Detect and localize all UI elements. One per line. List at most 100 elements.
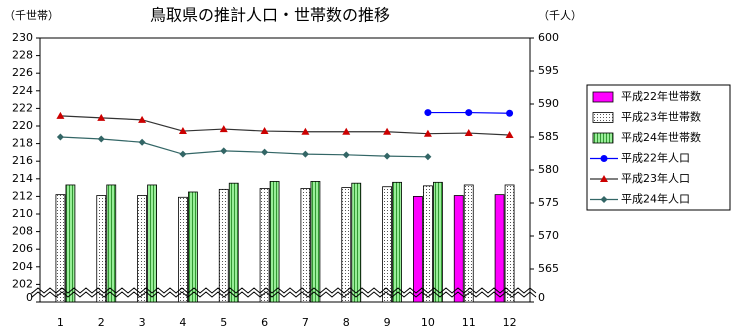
y2-tick-label: 600 [538,31,559,44]
x-tick-label: 9 [384,316,391,329]
legend-swatch [592,132,614,144]
line-marker [56,133,64,141]
line [60,136,428,158]
bar [341,187,352,303]
line-marker [342,127,351,135]
line-marker [424,153,432,161]
x-tick-label: 6 [261,316,268,329]
bar [259,188,270,303]
x-tick-label: 10 [421,316,435,329]
x-tick-label: 1 [57,316,64,329]
line-marker [178,127,187,135]
bar [494,194,505,303]
y-tick-label: 0 [26,291,33,304]
x-tick-label: 4 [179,316,186,329]
bar [55,194,66,303]
legend-label: 平成24年世帯数 [621,130,701,144]
chart-title: 鳥取県の推計人口・世帯数の推移 [150,6,390,25]
line-marker [138,138,146,146]
y2-tick-label: 585 [538,130,559,143]
line-marker [220,147,228,155]
y2-tick-label: 0 [538,291,545,304]
y2-tick-label: 580 [538,163,559,176]
y-tick-label: 212 [12,189,33,202]
x-tick-label: 12 [503,316,517,329]
line-marker [261,148,269,156]
legend-label: 平成22年人口 [621,151,690,165]
line-marker [383,152,391,160]
x-tick-label: 5 [220,316,227,329]
bar [218,188,229,303]
bar [269,181,280,303]
line-marker [342,151,350,159]
y2-axis-label: （千人） [538,9,582,22]
bar [65,184,76,303]
axis-break [31,287,537,295]
y2-tick-label: 570 [538,229,559,242]
legend-marker [600,155,608,162]
legend-label: 平成22年世帯数 [621,89,701,103]
bar [106,184,117,303]
bar [96,195,107,303]
legend-swatch [592,112,614,123]
x-tick-label: 8 [343,316,350,329]
line-marker [301,127,310,135]
line-marker [464,129,473,137]
line-marker [465,109,473,117]
line-marker [97,113,106,121]
y-tick-label: 226 [12,66,33,79]
legend-swatch [592,91,614,103]
x-tick-label: 11 [462,316,476,329]
bar [178,196,188,303]
bar [392,181,402,303]
bar [453,195,464,303]
y-tick-label: 230 [12,31,33,44]
legend-label: 平成23年世帯数 [621,110,701,124]
line-marker [97,135,105,143]
axis-break [31,291,537,299]
legend-marker [600,196,608,203]
line-marker [506,109,514,117]
y-tick-label: 216 [12,154,33,167]
legend-label: 平成23年人口 [621,171,690,185]
line-marker [179,150,187,158]
line-marker [505,131,514,139]
line-marker [423,129,432,137]
legend-marker [600,175,608,182]
line-marker [219,125,228,133]
bar [433,181,443,303]
bar [463,184,474,303]
y-axis-label: （千世帯） [4,9,59,22]
line-marker [383,127,392,135]
bar [188,191,198,303]
bar [423,185,433,303]
legend-label: 平成24年人口 [621,192,690,206]
bar [300,188,311,303]
line-marker [56,111,65,119]
y-tick-label: 206 [12,242,33,255]
y-tick-label: 214 [12,172,33,185]
bar [228,182,239,303]
y-tick-label: 224 [12,84,33,97]
bar [382,186,392,303]
bar [147,184,157,303]
line [60,115,510,136]
y-tick-label: 208 [12,225,33,238]
legend-box [586,84,731,211]
bar [310,181,321,303]
x-tick-label: 7 [302,316,309,329]
y-tick-label: 222 [12,101,33,114]
y-tick-label: 220 [12,119,33,132]
bar [351,182,362,303]
y2-tick-label: 595 [538,64,559,77]
y2-tick-label: 590 [538,97,559,110]
line-marker [301,150,309,158]
line-marker [138,115,147,123]
y-tick-label: 204 [12,260,33,273]
x-tick-label: 3 [139,316,146,329]
y-tick-label: 228 [12,49,33,62]
y-tick-label: 202 [12,277,33,290]
y-tick-label: 210 [12,207,33,220]
bar [137,195,147,303]
